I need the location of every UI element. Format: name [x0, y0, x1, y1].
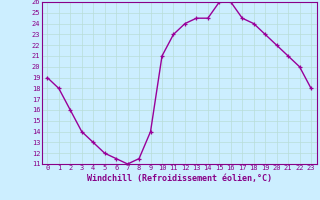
X-axis label: Windchill (Refroidissement éolien,°C): Windchill (Refroidissement éolien,°C) [87, 174, 272, 183]
